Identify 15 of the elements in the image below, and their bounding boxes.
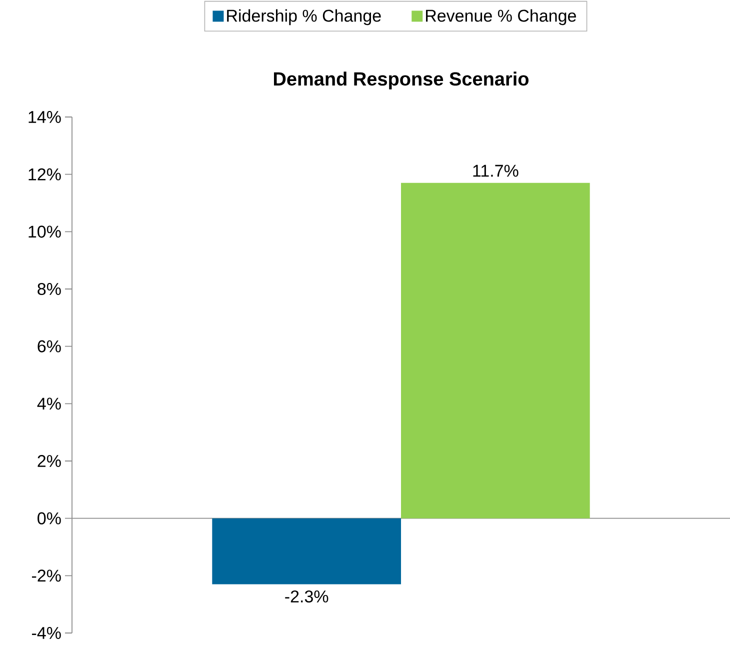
y-tick-label: 6%: [38, 340, 61, 352]
y-tick-label: 2%: [38, 455, 61, 467]
y-tick-label: 8%: [38, 282, 61, 296]
chart-title: Demand Response Scenario: [274, 72, 529, 90]
legend-label: Revenue % Change: [426, 9, 576, 26]
y-tick-label: 4%: [37, 398, 61, 410]
y-tick-label: 14%: [28, 111, 61, 123]
y-tick-label: -4%: [32, 627, 61, 639]
y-tick-label: -2%: [32, 570, 61, 582]
y-tick-label: 12%: [28, 168, 61, 180]
y-tick-label: 0%: [38, 512, 61, 524]
legend-label: Ridership % Change: [227, 9, 381, 26]
data-label: 11.7%: [473, 164, 518, 177]
y-tick-label: 10%: [28, 226, 61, 238]
data-label: -2.3%: [285, 590, 328, 603]
